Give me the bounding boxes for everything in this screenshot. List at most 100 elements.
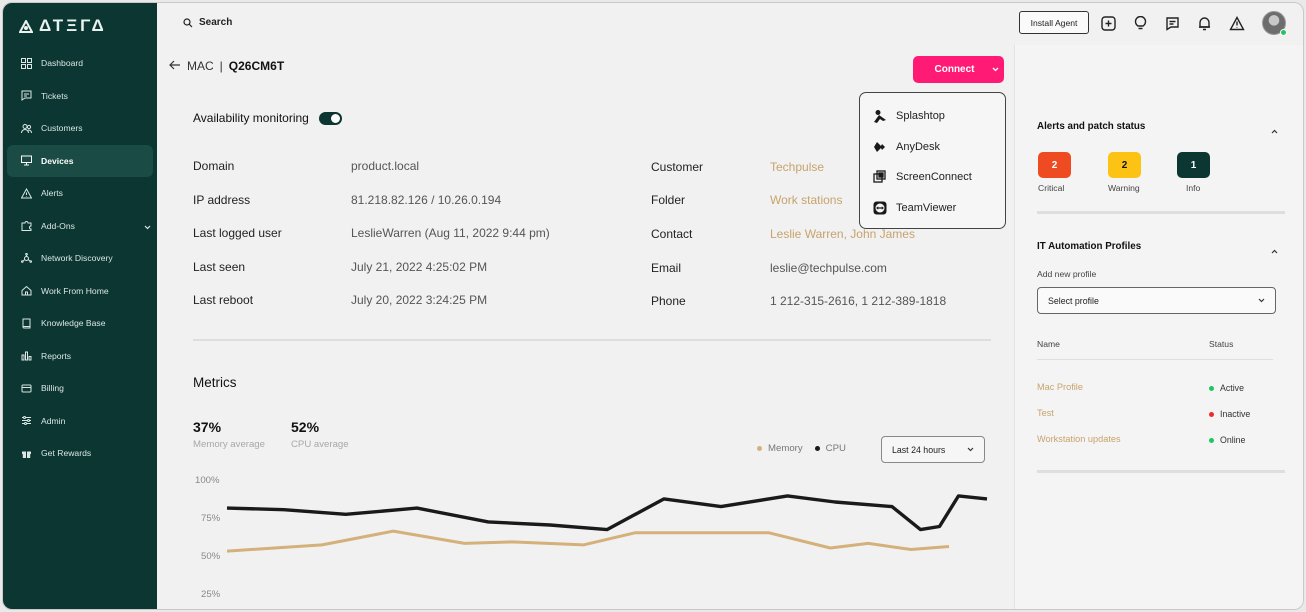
warning-label: Warning bbox=[1108, 183, 1140, 193]
sidebar-item-reports[interactable]: Reports bbox=[3, 340, 157, 373]
cpu-average-value: 52% bbox=[291, 419, 320, 435]
sidebar: ΔΤΞΓΔ Dashboard Tickets Customers Device… bbox=[3, 3, 157, 609]
menu-item-splashtop[interactable]: Splashtop bbox=[860, 101, 1005, 132]
bell-icon[interactable] bbox=[1195, 14, 1213, 32]
profile-link[interactable]: Workstation updates bbox=[1037, 434, 1121, 444]
sidebar-nav: Dashboard Tickets Customers Devices Aler… bbox=[3, 47, 157, 470]
chevron-up-icon[interactable] bbox=[1271, 241, 1278, 259]
monitor-icon bbox=[20, 155, 32, 167]
customer-link[interactable]: Techpulse bbox=[770, 160, 825, 174]
info-key: Folder bbox=[651, 193, 686, 207]
y-tick-label: 75% bbox=[201, 513, 221, 524]
gift-icon bbox=[20, 447, 32, 459]
chevron-down-icon[interactable] bbox=[144, 222, 151, 232]
search-bar[interactable]: Search bbox=[183, 17, 232, 28]
y-tick-label: 50% bbox=[201, 551, 221, 562]
sidebar-item-alerts[interactable]: Alerts bbox=[3, 177, 157, 210]
folder-link[interactable]: Work stations bbox=[770, 193, 843, 207]
status-dot bbox=[1209, 385, 1214, 391]
legend-cpu-swatch bbox=[814, 445, 820, 451]
sidebar-item-label: Get Rewards bbox=[41, 448, 92, 459]
screenconnect-icon bbox=[872, 169, 888, 185]
divider bbox=[1037, 359, 1273, 360]
contact-link[interactable]: John James bbox=[850, 227, 915, 241]
alerts-panel-title: Alerts and patch status bbox=[1037, 121, 1146, 132]
teamviewer-icon bbox=[872, 200, 888, 216]
back-arrow-icon[interactable] bbox=[169, 59, 181, 73]
plus-square-icon[interactable] bbox=[1099, 14, 1117, 32]
profile-status: Online bbox=[1209, 435, 1245, 445]
puzzle-icon bbox=[20, 220, 32, 232]
info-value: 1 212-315-2616, 1 212-389-1818 bbox=[770, 294, 947, 308]
availability-toggle[interactable] bbox=[318, 111, 342, 125]
sidebar-item-add-ons[interactable]: Add-Ons bbox=[3, 210, 157, 243]
info-key: Domain bbox=[193, 159, 235, 173]
metrics-title: Metrics bbox=[193, 375, 237, 390]
chat-icon[interactable] bbox=[1163, 14, 1181, 32]
info-label: Info bbox=[1186, 183, 1201, 193]
chevron-down-icon[interactable] bbox=[986, 67, 1004, 72]
sidebar-item-label: Admin bbox=[41, 415, 66, 426]
warning-badge[interactable]: 2 bbox=[1108, 152, 1141, 178]
menu-item-label: Splashtop bbox=[896, 110, 945, 123]
sidebar-item-dashboard[interactable]: Dashboard bbox=[3, 47, 157, 80]
sidebar-item-billing[interactable]: Billing bbox=[3, 372, 157, 405]
sidebar-item-customers[interactable]: Customers bbox=[3, 112, 157, 145]
sidebar-item-devices[interactable]: Devices bbox=[7, 144, 153, 177]
warning-icon[interactable] bbox=[1228, 14, 1246, 32]
sidebar-item-tickets[interactable]: Tickets bbox=[3, 80, 157, 113]
sidebar-item-admin[interactable]: Admin bbox=[3, 405, 157, 438]
home-icon bbox=[20, 285, 32, 297]
cpu-average: 52% CPU average bbox=[291, 419, 349, 450]
select-profile-dropdown[interactable]: Select profile bbox=[1037, 287, 1276, 314]
sidebar-item-work-from-home[interactable]: Work From Home bbox=[3, 275, 157, 308]
divider bbox=[1037, 211, 1285, 214]
time-range-select[interactable]: Last 24 hours bbox=[881, 436, 985, 463]
sidebar-item-label: Work From Home bbox=[41, 285, 109, 296]
sidebar-item-network-discovery[interactable]: Network Discovery bbox=[3, 242, 157, 275]
sidebar-item-label: Add-Ons bbox=[41, 220, 75, 231]
menu-item-screenconnect[interactable]: ScreenConnect bbox=[860, 162, 1005, 193]
install-agent-button[interactable]: Install Agent bbox=[1019, 11, 1089, 34]
sidebar-item-label: Devices bbox=[41, 155, 74, 166]
info-value: LeslieWarren (Aug 11, 2022 9:44 pm) bbox=[351, 226, 550, 240]
info-key: IP address bbox=[193, 193, 251, 207]
right-panel: Alerts and patch status 2 Critical 2 War… bbox=[1014, 45, 1303, 609]
chevron-up-icon[interactable] bbox=[1271, 121, 1278, 139]
lightbulb-icon[interactable] bbox=[1131, 14, 1149, 32]
logo[interactable]: ΔΤΞΓΔ bbox=[19, 16, 107, 36]
cpu-average-label: CPU average bbox=[291, 439, 349, 450]
status-dot bbox=[1209, 437, 1214, 443]
availability-monitoring: Availability monitoring bbox=[193, 111, 342, 125]
info-badge[interactable]: 1 bbox=[1177, 152, 1210, 178]
profile-link[interactable]: Test bbox=[1037, 408, 1054, 418]
menu-item-label: ScreenConnect bbox=[896, 171, 972, 184]
logo-text: ΔΤΞΓΔ bbox=[39, 16, 107, 35]
connect-label: Connect bbox=[934, 64, 975, 75]
legend-memory-swatch bbox=[757, 445, 762, 451]
y-tick-label: 100% bbox=[195, 475, 220, 486]
critical-badge[interactable]: 2 bbox=[1038, 152, 1071, 178]
info-key: Customer bbox=[651, 160, 704, 174]
sidebar-item-knowledge-base[interactable]: Knowledge Base bbox=[3, 307, 157, 340]
menu-item-teamviewer[interactable]: TeamViewer bbox=[860, 193, 1005, 224]
memory-series-line bbox=[226, 529, 950, 553]
avatar[interactable] bbox=[1262, 11, 1286, 35]
device-os: MAC bbox=[187, 59, 214, 73]
info-value: 81.218.82.126 / 10.26.0.194 bbox=[351, 193, 502, 207]
profile-status: Inactive bbox=[1209, 409, 1250, 419]
profile-status-text: Active bbox=[1220, 383, 1244, 393]
sidebar-item-label: Alerts bbox=[41, 188, 63, 199]
alert-icon bbox=[20, 187, 32, 199]
automation-panel-title: IT Automation Profiles bbox=[1037, 241, 1142, 252]
info-key: Last reboot bbox=[193, 293, 254, 307]
chevron-down-icon bbox=[1258, 298, 1265, 303]
sidebar-item-label: Billing bbox=[41, 383, 64, 394]
ticket-icon bbox=[20, 90, 32, 102]
contact-link[interactable]: Leslie Warren bbox=[770, 227, 844, 241]
reports-icon bbox=[20, 350, 32, 362]
menu-item-anydesk[interactable]: AnyDesk bbox=[860, 132, 1005, 163]
sidebar-item-get-rewards[interactable]: Get Rewards bbox=[3, 437, 157, 470]
profile-link[interactable]: Mac Profile bbox=[1037, 382, 1083, 392]
connect-button[interactable]: Connect bbox=[913, 56, 1004, 83]
